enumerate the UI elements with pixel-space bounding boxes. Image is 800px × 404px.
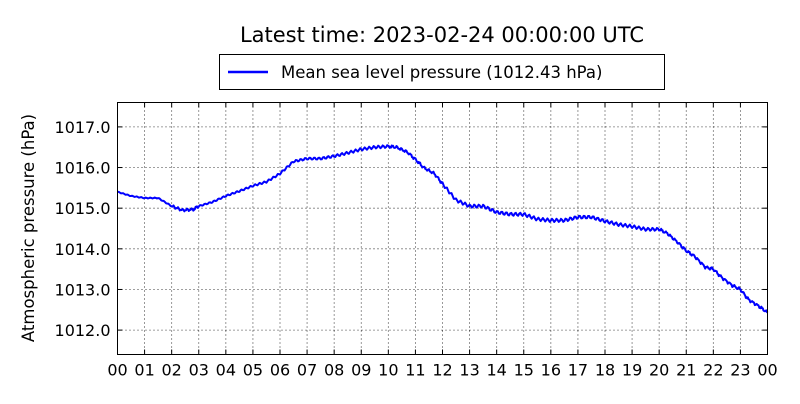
x-tick-label: 16 (541, 361, 561, 380)
legend-label: Mean sea level pressure (1012.43 hPa) (281, 63, 602, 82)
legend: Mean sea level pressure (1012.43 hPa) (219, 54, 665, 90)
x-tick-label: 03 (189, 361, 209, 380)
x-tick-label: 06 (270, 361, 290, 380)
y-tick-label: 1012.0 (55, 321, 111, 340)
y-tick-label: 1013.0 (55, 280, 111, 299)
series-layer (117, 144, 769, 314)
x-tick-label: 01 (134, 361, 154, 380)
x-tick-label: 13 (459, 361, 479, 380)
x-tick-label: 04 (216, 361, 236, 380)
x-tick-label: 05 (243, 361, 263, 380)
x-tick-label: 15 (514, 361, 534, 380)
x-tick-label: 17 (568, 361, 588, 380)
x-axis-ticks: 00 01 02 03 04 05 06 07 08 09 10 11 12 13 14 15 16 17 18 19… (107, 102, 778, 380)
plot-frame (117, 102, 768, 355)
y-tick-label: 1014.0 (55, 240, 111, 259)
legend-box (219, 54, 665, 90)
x-tick-label: 09 (351, 361, 371, 380)
x-tick-label: 22 (703, 361, 723, 380)
x-tick-label: 07 (297, 361, 317, 380)
x-tick-label: 18 (595, 361, 615, 380)
x-tick-label: 10 (378, 361, 398, 380)
x-tick-label: 23 (730, 361, 750, 380)
x-tick-label: 12 (432, 361, 452, 380)
series-line-mean-sea-level-pressure (117, 144, 769, 314)
x-tick-label: 11 (405, 361, 425, 380)
x-tick-label: 21 (676, 361, 696, 380)
y-axis-label: Atmospheric pressure (hPa) (19, 114, 38, 342)
x-tick-label: 00 (107, 361, 127, 380)
x-tick-label: 20 (649, 361, 669, 380)
x-tick-label: 14 (486, 361, 506, 380)
x-tick-label: 00 (757, 361, 777, 380)
chart-title: Latest time: 2023-02-24 00:00:00 UTC (240, 23, 644, 47)
y-tick-label: 1015.0 (55, 199, 111, 218)
x-tick-label: 19 (622, 361, 642, 380)
grid-lines (117, 102, 768, 355)
x-tick-label: 08 (324, 361, 344, 380)
y-tick-label: 1017.0 (55, 118, 111, 137)
y-tick-label: 1016.0 (55, 159, 111, 178)
y-axis-ticks: 1012.0 1013.0 1014.0 1015.0 1016.0 1017.0 (55, 118, 768, 340)
x-tick-label: 02 (161, 361, 181, 380)
